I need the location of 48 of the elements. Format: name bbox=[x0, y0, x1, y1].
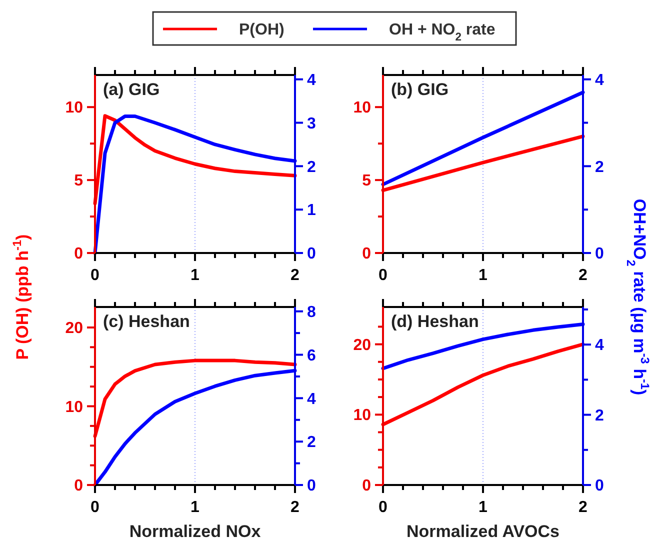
chart-title: (a) GIG bbox=[103, 80, 160, 99]
y2-tick-label: 2 bbox=[595, 158, 604, 176]
x-tick-label: 1 bbox=[478, 267, 488, 284]
y2-tick-label: 6 bbox=[307, 347, 316, 364]
y2-tick-label: 2 bbox=[307, 158, 316, 176]
x-tick-label: 0 bbox=[90, 267, 100, 284]
y-tick-label: 10 bbox=[65, 398, 84, 416]
y2-tick-label: 8 bbox=[307, 304, 316, 321]
x-axis-title: Normalized NOx bbox=[129, 522, 262, 541]
y-tick-label: 0 bbox=[74, 478, 84, 495]
y-tick-label: 5 bbox=[74, 172, 84, 190]
x-tick-label: 0 bbox=[378, 499, 388, 516]
legend-label: OH + NO$_{2}$ rate bbox=[389, 22, 496, 44]
y-tick-label: 0 bbox=[362, 478, 372, 495]
y2-tick-label: 0 bbox=[595, 478, 604, 495]
x-tick-label: 1 bbox=[478, 499, 488, 516]
x-tick-label: 2 bbox=[578, 499, 588, 516]
chart-title: (d) Heshan bbox=[391, 312, 479, 331]
y2-tick-label: 0 bbox=[307, 246, 316, 263]
y-tick-label: 0 bbox=[362, 246, 372, 263]
y-tick-label: 20 bbox=[65, 320, 84, 338]
x-tick-label: 1 bbox=[190, 499, 200, 516]
y2-tick-label: 0 bbox=[307, 478, 316, 495]
x-tick-label: 0 bbox=[378, 267, 388, 284]
x-tick-label: 2 bbox=[290, 267, 300, 284]
y-tick-label: 10 bbox=[65, 100, 84, 117]
y2-tick-label: 0 bbox=[595, 246, 604, 263]
x-tick-label: 1 bbox=[190, 267, 200, 284]
y2-tick-label: 2 bbox=[307, 434, 316, 452]
y-tick-label: 0 bbox=[74, 246, 84, 263]
x-axis-title: Normalized AVOCs bbox=[406, 522, 560, 541]
x-tick-label: 2 bbox=[578, 267, 588, 284]
y2-tick-label: 2 bbox=[595, 407, 604, 424]
chart-title: (b) GIG bbox=[391, 80, 449, 99]
y2-tick-label: 3 bbox=[307, 115, 316, 132]
y-tick-label: 5 bbox=[362, 172, 372, 190]
y2-tick-label: 4 bbox=[595, 337, 604, 354]
y2-tick-label: 4 bbox=[595, 72, 604, 89]
legend-label: P(OH) bbox=[239, 22, 284, 39]
y2-tick-label: 4 bbox=[307, 390, 316, 408]
y-tick-label: 10 bbox=[353, 407, 372, 424]
y2-tick-label: 1 bbox=[307, 202, 316, 220]
x-tick-label: 2 bbox=[290, 499, 300, 516]
chart-title: (c) Heshan bbox=[103, 312, 190, 331]
x-tick-label: 0 bbox=[90, 499, 100, 516]
y-tick-label: 20 bbox=[353, 336, 372, 354]
y-tick-label: 10 bbox=[353, 100, 372, 117]
y2-tick-label: 4 bbox=[307, 72, 316, 89]
